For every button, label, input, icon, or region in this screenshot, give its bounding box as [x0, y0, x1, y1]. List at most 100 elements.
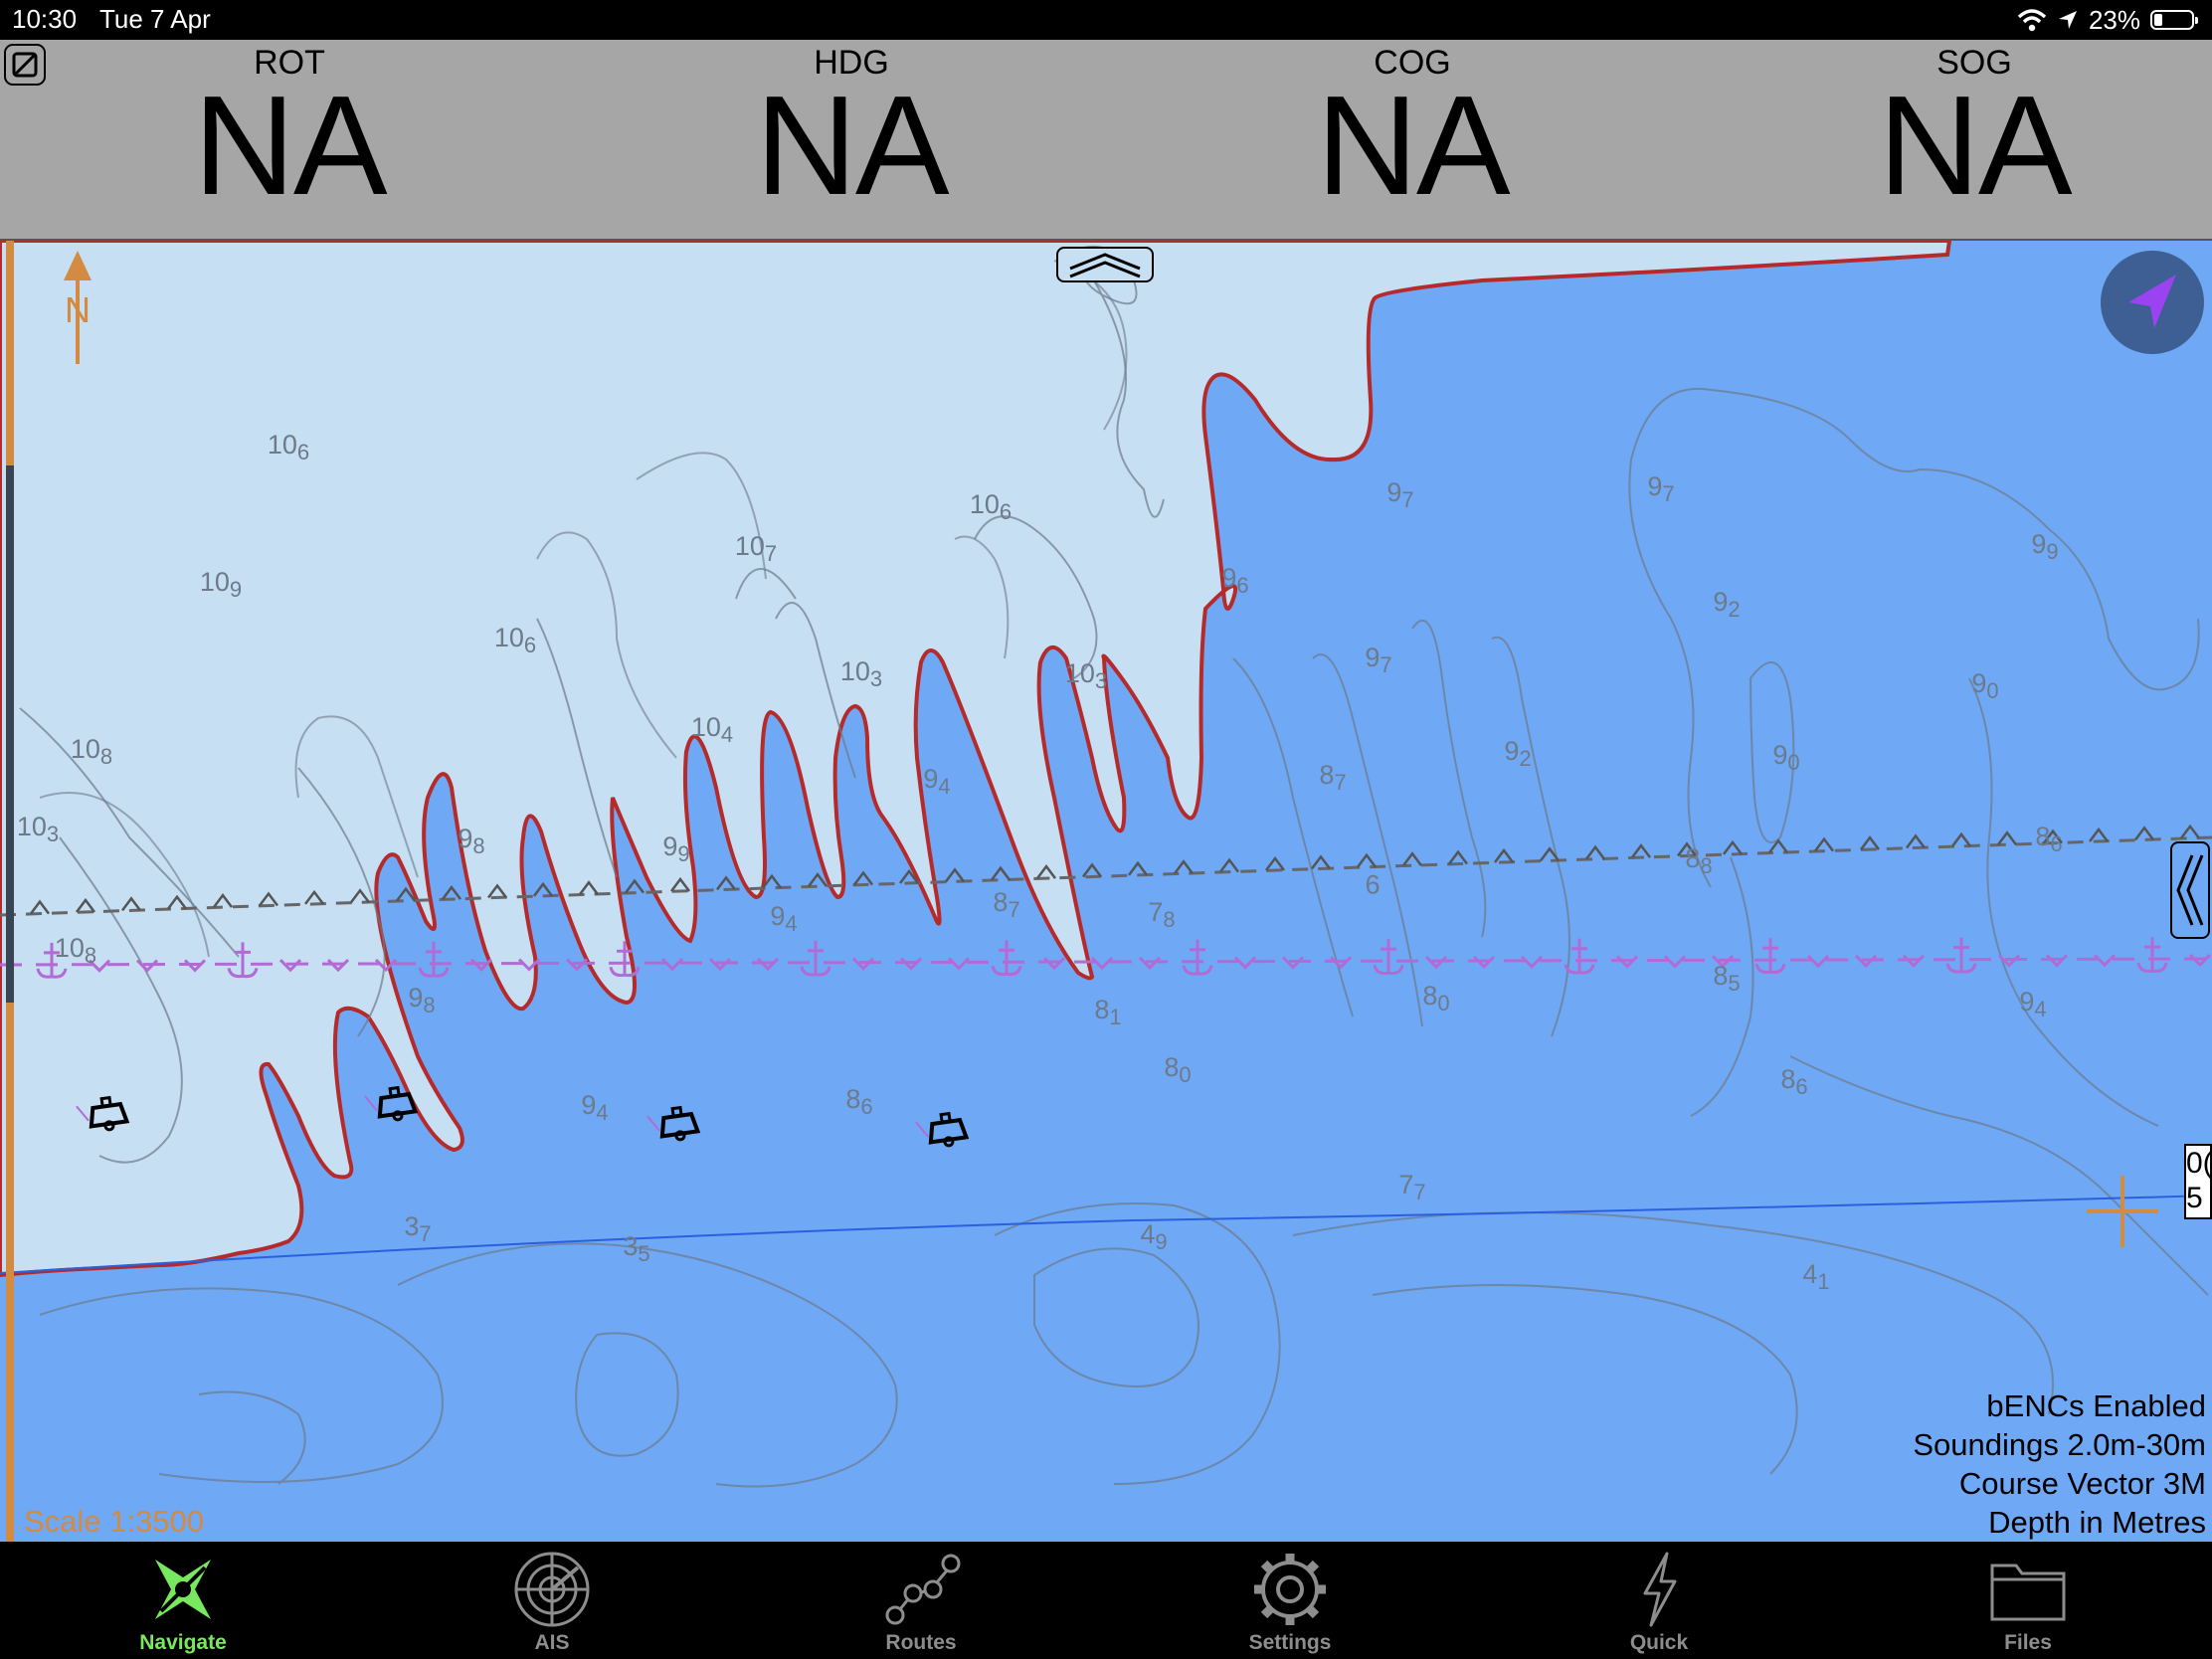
left-indicator-bar [4, 241, 16, 1542]
depth-sounding: 86 [845, 1084, 872, 1120]
edit-icon [6, 46, 44, 84]
side-panel-button[interactable] [2170, 841, 2210, 939]
tab-ais[interactable]: AIS [443, 1542, 661, 1659]
depth-sounding: 103 [17, 812, 59, 847]
tab-quick[interactable]: Quick [1550, 1542, 1768, 1659]
status-time: 10:30 [12, 4, 77, 35]
depth-sounding: 90 [1971, 668, 1998, 704]
depth-sounding: 99 [2031, 529, 2058, 565]
depth-sounding: 103 [1065, 658, 1107, 694]
depth-sounding: 108 [71, 734, 112, 770]
depth-sounding: 87 [993, 887, 1019, 923]
depth-sounding: 92 [1504, 736, 1531, 772]
tab-label: Routes [812, 1631, 1030, 1655]
tab-routes[interactable]: Routes [812, 1542, 1030, 1659]
chart-legend: bENCs Enabled Soundings 2.0m-30m Course … [1913, 1386, 2206, 1542]
wifi-icon [2017, 8, 2047, 32]
tab-navigate[interactable]: Navigate [74, 1542, 292, 1659]
depth-sounding: 108 [55, 933, 96, 969]
instrument-value: NA [1825, 82, 2123, 211]
north-label: N [65, 289, 91, 330]
depth-sounding: 41 [1802, 1259, 1829, 1295]
depth-sounding: 86 [1780, 1064, 1807, 1100]
tab-label: Settings [1181, 1631, 1399, 1655]
battery-icon [2150, 10, 2194, 30]
tab-label: Navigate [74, 1631, 292, 1655]
status-date: Tue 7 Apr [99, 4, 211, 35]
radar-icon [512, 1550, 592, 1629]
chart-scale: Scale 1:3500 [24, 1502, 204, 1542]
depth-sounding: 97 [1386, 477, 1413, 513]
collapse-panel-button[interactable] [1056, 247, 1154, 282]
compass-navigate-icon [143, 1550, 223, 1629]
depth-sounding: 103 [840, 656, 882, 692]
status-right: 23% [2017, 4, 2194, 36]
depth-sounding: 92 [1713, 587, 1740, 623]
instrument-panel: ROT NA HDG NA COG NA SOG NA [0, 40, 2212, 241]
cursor-readout-line: 5 [2186, 1181, 2210, 1215]
instrument-value: NA [702, 82, 1001, 211]
depth-sounding: 80 [1422, 981, 1449, 1016]
depth-sounding: 107 [735, 531, 777, 567]
depth-sounding: 96 [1221, 563, 1248, 599]
depth-sounding: 77 [1398, 1170, 1425, 1205]
depth-sounding: 78 [1148, 897, 1175, 933]
tab-bar: Navigate AIS Routes Settings [0, 1542, 2212, 1659]
center-on-position-button[interactable] [2101, 251, 2204, 354]
depth-sounding: 86 [2035, 822, 2062, 857]
location-arrow-icon [2101, 251, 2204, 354]
depth-sounding: 97 [1365, 643, 1391, 678]
tab-label: Quick [1550, 1631, 1768, 1655]
tab-label: Files [1919, 1631, 2137, 1655]
depth-sounding: 94 [581, 1090, 608, 1126]
nautical-chart[interactable]: N 0( 5 106 106 107 109 106 103 103 104 108 103 98 9… [0, 241, 2212, 1542]
instrument-value: NA [1263, 82, 1562, 211]
depth-sounding: 94 [923, 764, 950, 800]
depth-sounding: 109 [200, 567, 242, 603]
legend-line: Soundings 2.0m-30m [1913, 1425, 2206, 1464]
legend-line: Depth in Metres [1913, 1503, 2206, 1542]
tab-files[interactable]: Files [1919, 1542, 2137, 1659]
depth-sounding: 94 [2019, 987, 2046, 1022]
depth-sounding: 80 [1164, 1052, 1191, 1088]
depth-sounding: 37 [404, 1211, 431, 1247]
gear-icon [1250, 1550, 1330, 1629]
depth-sounding: 106 [970, 489, 1012, 525]
legend-line: Course Vector 3M [1913, 1464, 2206, 1503]
depth-sounding: 6 [1365, 870, 1380, 901]
depth-sounding: 104 [691, 712, 733, 748]
depth-sounding: 81 [1094, 995, 1121, 1030]
depth-sounding: 97 [1647, 471, 1674, 507]
depth-sounding: 49 [1140, 1219, 1167, 1255]
location-arrow-icon [2057, 9, 2079, 31]
depth-sounding: 98 [458, 824, 484, 859]
depth-sounding: 106 [494, 623, 536, 658]
legend-line: bENCs Enabled [1913, 1386, 2206, 1425]
instrument-value: NA [140, 82, 439, 211]
tab-label: AIS [443, 1631, 661, 1655]
depth-sounding: 106 [268, 430, 309, 465]
depth-sounding: 88 [1685, 843, 1712, 879]
chart-canvas[interactable] [0, 241, 2212, 1542]
depth-sounding: 98 [408, 983, 435, 1018]
depth-sounding: 87 [1319, 760, 1346, 796]
lightning-icon [1619, 1550, 1699, 1629]
depth-sounding: 94 [770, 901, 797, 937]
depth-sounding: 35 [623, 1231, 649, 1267]
tab-settings[interactable]: Settings [1181, 1542, 1399, 1659]
depth-sounding: 99 [662, 831, 689, 867]
instrument-hdg[interactable]: HDG NA [702, 40, 1001, 211]
instrument-cog[interactable]: COG NA [1263, 40, 1562, 211]
instrument-sog[interactable]: SOG NA [1825, 40, 2123, 211]
depth-sounding: 90 [1772, 740, 1799, 776]
depth-sounding: 85 [1713, 961, 1740, 997]
folder-icon [1988, 1550, 2068, 1629]
edit-instruments-button[interactable] [4, 44, 46, 86]
battery-percent: 23% [2089, 5, 2140, 36]
cursor-readout-line: 0( [2186, 1146, 2210, 1181]
north-arrow-icon: N [58, 251, 101, 364]
route-icon [881, 1550, 961, 1629]
cursor-readout: 0( 5 [2184, 1144, 2212, 1219]
status-bar: 10:30 Tue 7 Apr 23% [0, 0, 2212, 40]
instrument-rot[interactable]: ROT NA [140, 40, 439, 211]
